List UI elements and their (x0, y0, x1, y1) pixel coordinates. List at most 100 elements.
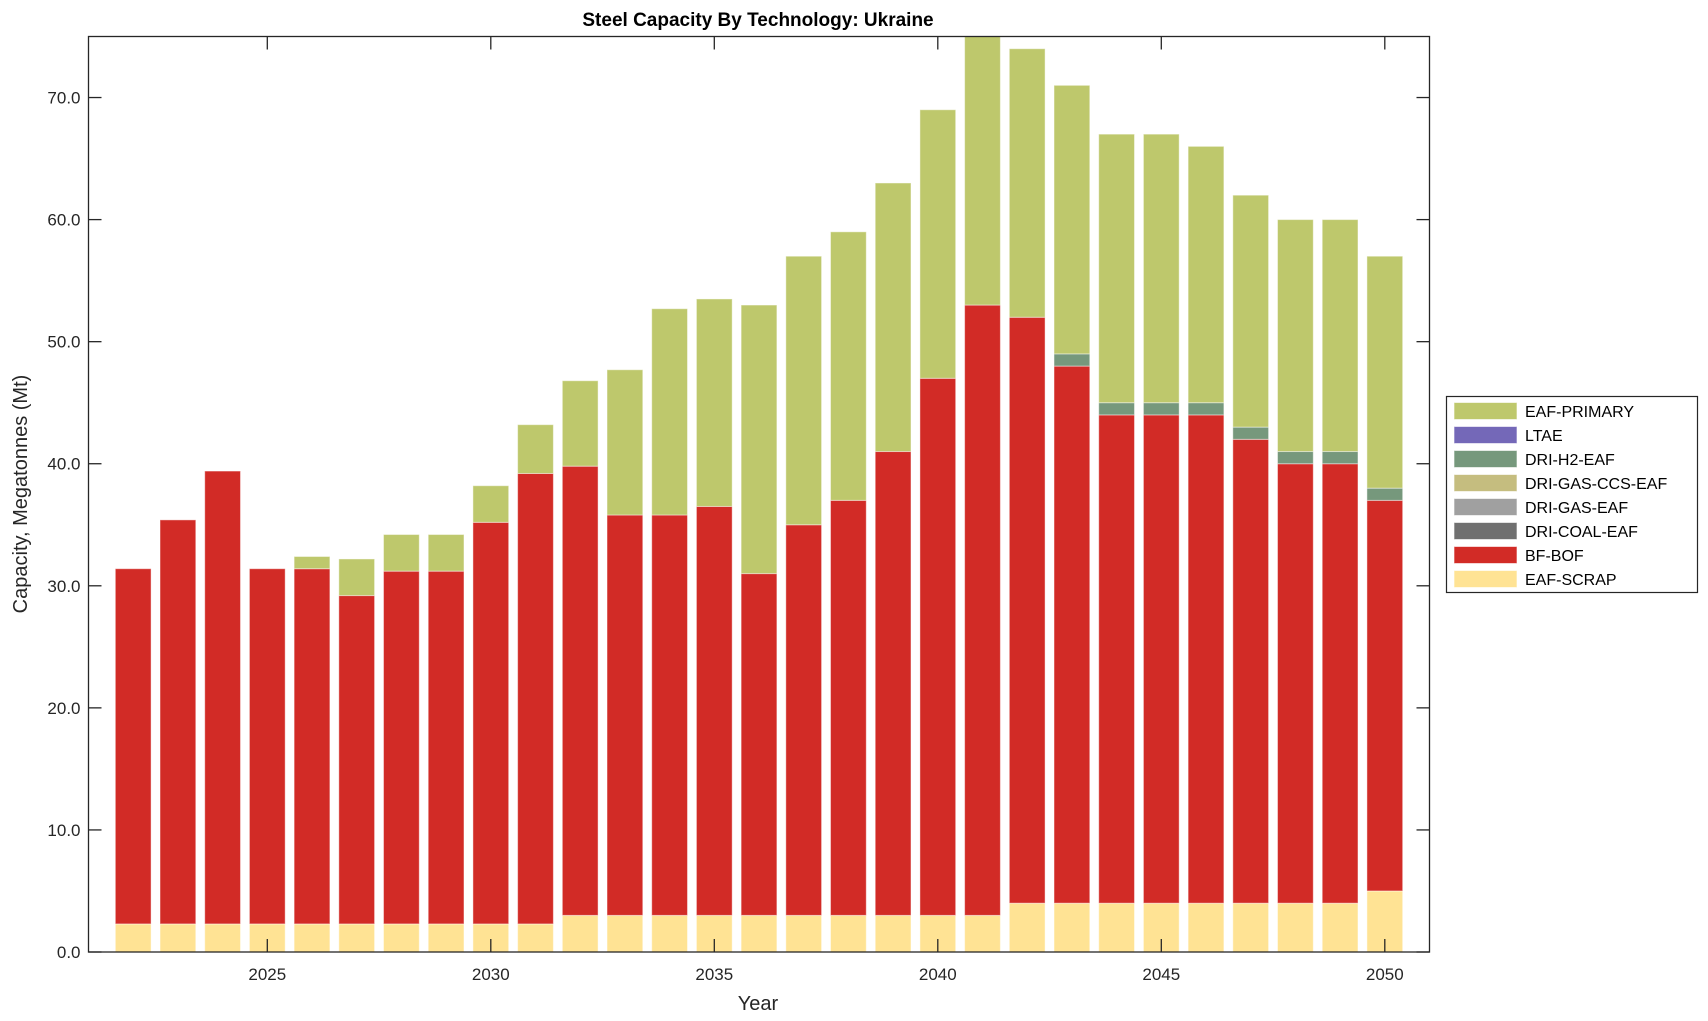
bar-segment-eaf-primary-2036 (740, 304, 778, 575)
bar-segment-bf-bof-2042 (1008, 316, 1046, 904)
bar-segment-bf-bof-2028 (383, 570, 420, 925)
bar-segment-eaf-scrap-2044 (1098, 902, 1135, 953)
bars-layer (114, 36, 1404, 953)
bar-segment-bf-bof-2039 (874, 451, 912, 916)
bar-segment-eaf-scrap-2031 (517, 923, 554, 953)
bar-segment-eaf-primary-2037 (785, 255, 823, 526)
axis-ticks: 0.0 10.0 20.0 30.0 40.0 50.0 60.0 70.0 2025 2030 2… (47, 36, 1430, 984)
legend-label: DRI-H2-EAF (1525, 452, 1615, 469)
bar-segment-bf-bof-2029 (427, 570, 465, 925)
bar-segment-bf-bof-2041 (964, 304, 1001, 916)
bar-segment-eaf-scrap-2027 (338, 923, 376, 953)
x-tick-label: 2035 (695, 965, 733, 984)
bar-segment-eaf-scrap-2022 (114, 923, 152, 953)
bar-segment-eaf-primary-2039 (874, 182, 912, 453)
legend-swatch (1453, 570, 1518, 588)
bar-segment-eaf-primary-2043 (1053, 84, 1091, 355)
bar-segment-eaf-scrap-2046 (1187, 902, 1225, 953)
bar-segment-bf-bof-2031 (517, 473, 554, 925)
bar-segment-dri-h2-eaf-2045 (1142, 402, 1180, 416)
bar-segment-eaf-primary-2046 (1187, 145, 1225, 404)
legend-swatch (1453, 498, 1518, 516)
bar-segment-eaf-scrap-2029 (427, 923, 465, 953)
bar-segment-eaf-scrap-2042 (1008, 902, 1046, 953)
bar-segment-eaf-scrap-2048 (1277, 902, 1314, 953)
bar-segment-eaf-scrap-2034 (651, 914, 688, 953)
legend-swatch (1453, 522, 1518, 540)
bar-segment-bf-bof-2022 (114, 568, 152, 925)
legend-swatch (1453, 426, 1518, 444)
bar-segment-eaf-primary-2038 (830, 231, 867, 501)
bar-segment-eaf-scrap-2032 (561, 914, 599, 953)
bar-segment-eaf-scrap-2037 (785, 914, 823, 953)
bar-segment-eaf-primary-2027 (338, 558, 376, 597)
bar-segment-dri-h2-eaf-2050 (1366, 487, 1404, 501)
y-tick-label: 10.0 (47, 821, 80, 840)
y-tick-label: 40.0 (47, 455, 80, 474)
legend-item-dri-gas-ccs-eaf: DRI-GAS-CCS-EAF (1453, 474, 1667, 493)
legend-swatch (1453, 450, 1518, 468)
legend-label: DRI-GAS-EAF (1525, 500, 1628, 517)
bar-segment-eaf-primary-2050 (1366, 255, 1404, 489)
legend-item-dri-gas-eaf: DRI-GAS-EAF (1453, 498, 1628, 517)
legend-swatch (1453, 474, 1518, 492)
bar-segment-eaf-scrap-2033 (606, 914, 644, 953)
bar-segment-bf-bof-2044 (1098, 414, 1135, 904)
bar-segment-eaf-primary-2042 (1008, 48, 1046, 318)
y-tick-label: 30.0 (47, 577, 80, 596)
legend-label: DRI-COAL-EAF (1525, 524, 1638, 541)
x-tick-label: 2040 (919, 965, 957, 984)
bar-segment-eaf-scrap-2038 (830, 914, 867, 953)
legend-label: LTAE (1525, 428, 1563, 445)
y-tick-label: 20.0 (47, 699, 80, 718)
bar-segment-eaf-scrap-2023 (159, 923, 197, 953)
bar-segment-eaf-primary-2029 (427, 534, 465, 572)
bar-segment-eaf-scrap-2024 (204, 923, 241, 953)
bar-segment-bf-bof-2023 (159, 519, 197, 925)
bar-segment-eaf-primary-2033 (606, 369, 644, 516)
bar-segment-bf-bof-2032 (561, 465, 599, 916)
bar-segment-eaf-primary-2032 (561, 380, 599, 467)
legend-item-bf-bof: BF-BOF (1453, 546, 1584, 565)
bar-segment-eaf-primary-2031 (517, 424, 554, 475)
y-tick-label: 50.0 (47, 333, 80, 352)
legend-label: EAF-PRIMARY (1525, 404, 1634, 421)
bar-segment-bf-bof-2036 (740, 573, 778, 916)
bar-segment-bf-bof-2026 (293, 568, 331, 925)
legend-label: DRI-GAS-CCS-EAF (1525, 476, 1667, 493)
bar-segment-eaf-primary-2048 (1277, 219, 1314, 453)
bar-segment-dri-h2-eaf-2047 (1232, 426, 1270, 440)
y-tick-label: 60.0 (47, 211, 80, 230)
bar-segment-eaf-primary-2034 (651, 308, 688, 516)
bar-segment-eaf-primary-2026 (293, 556, 331, 570)
bar-segment-bf-bof-2030 (472, 521, 510, 925)
bar-segment-eaf-scrap-2028 (383, 923, 420, 953)
bar-segment-eaf-scrap-2049 (1321, 902, 1359, 953)
x-tick-label: 2045 (1142, 965, 1180, 984)
legend-item-ltae: LTAE (1453, 426, 1563, 445)
bar-segment-eaf-primary-2030 (472, 485, 510, 523)
bar-segment-eaf-primary-2035 (695, 298, 733, 507)
bar-segment-dri-h2-eaf-2048 (1277, 451, 1314, 465)
bar-segment-eaf-primary-2049 (1321, 219, 1359, 453)
bar-segment-eaf-primary-2041 (964, 36, 1001, 306)
legend-item-eaf-scrap: EAF-SCRAP (1453, 570, 1617, 589)
legend-item-eaf-primary: EAF-PRIMARY (1453, 402, 1634, 421)
bar-segment-dri-h2-eaf-2049 (1321, 451, 1359, 465)
bar-segment-eaf-scrap-2039 (874, 914, 912, 953)
legend-swatch (1453, 546, 1518, 564)
bar-segment-bf-bof-2025 (248, 568, 286, 925)
bar-segment-eaf-primary-2044 (1098, 133, 1135, 404)
bar-segment-dri-h2-eaf-2043 (1053, 353, 1091, 367)
bar-segment-eaf-primary-2028 (383, 534, 420, 572)
bar-segment-eaf-scrap-2036 (740, 914, 778, 953)
bar-segment-bf-bof-2033 (606, 514, 644, 916)
plot-area-frame (87, 35, 1431, 953)
bar-segment-bf-bof-2034 (651, 514, 688, 916)
bar-segment-bf-bof-2043 (1053, 365, 1091, 904)
legend-label: BF-BOF (1525, 548, 1584, 565)
bar-segment-eaf-scrap-2041 (964, 914, 1001, 953)
bar-segment-bf-bof-2047 (1232, 438, 1270, 904)
bar-segment-eaf-scrap-2026 (293, 923, 331, 953)
